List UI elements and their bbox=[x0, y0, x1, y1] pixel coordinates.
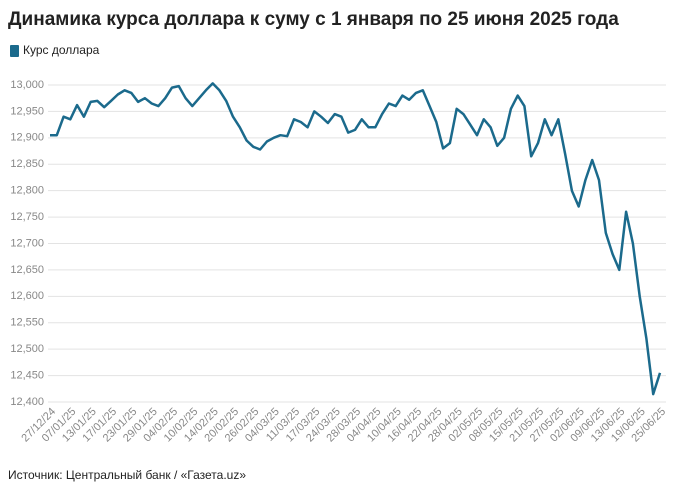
y-tick-label: 12,550 bbox=[10, 317, 44, 329]
y-tick-label: 12,750 bbox=[10, 211, 44, 223]
legend-label: Курс доллара bbox=[23, 43, 100, 57]
data-line bbox=[50, 82, 662, 396]
y-tick-label: 12,900 bbox=[10, 132, 44, 144]
legend-swatch bbox=[10, 45, 19, 57]
chart-title: Динамика курса доллара к суму с 1 января… bbox=[8, 9, 619, 30]
y-tick-label: 12,850 bbox=[10, 158, 44, 170]
y-tick-label: 12,500 bbox=[10, 343, 44, 355]
y-tick-label: 12,600 bbox=[10, 290, 44, 302]
y-tick-label: 12,700 bbox=[10, 237, 44, 249]
y-tick-label: 12,450 bbox=[10, 369, 44, 381]
y-tick-label: 13,000 bbox=[10, 79, 44, 91]
y-tick-label: 12,800 bbox=[10, 185, 44, 197]
y-tick-label: 12,400 bbox=[10, 396, 44, 408]
source: Источник: Центральный банк / «Газета.uz» bbox=[8, 468, 246, 482]
y-tick-label: 12,650 bbox=[10, 264, 44, 276]
y-tick-label: 12,950 bbox=[10, 105, 44, 117]
